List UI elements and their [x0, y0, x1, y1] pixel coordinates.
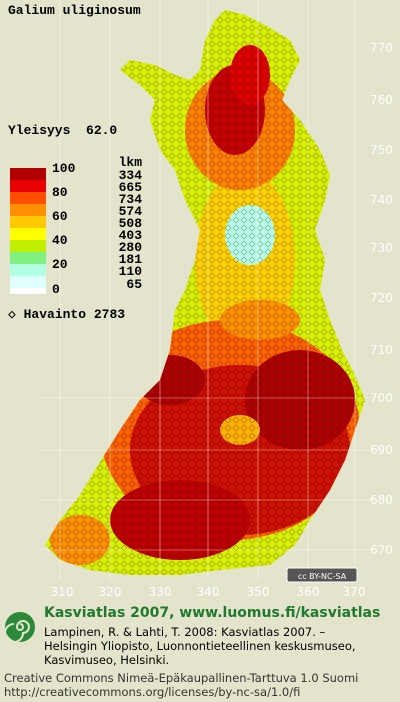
x-tick-label: 350 [247, 585, 270, 599]
x-tick-label: 310 [51, 585, 74, 599]
y-tick-label: 750 [370, 143, 393, 157]
y-tick-label: 710 [370, 343, 393, 357]
scale-label: 40 [52, 233, 68, 248]
count: 280 [119, 240, 143, 255]
scale-label: 100 [52, 161, 76, 176]
x-tick-label: 320 [99, 585, 122, 599]
legend-counts: lkm 334 665 734 574 508 403 280 181 110 … [119, 155, 143, 292]
count: 334 [119, 168, 143, 183]
count: 508 [119, 216, 143, 231]
y-tick-label: 700 [370, 391, 393, 405]
legend-scale: 100 80 60 40 20 0 [52, 161, 76, 297]
x-ticks: 310 320 330 340 350 360 370 [51, 585, 366, 599]
count: 110 [119, 264, 143, 279]
y-tick-label: 680 [370, 493, 393, 507]
grid [40, 0, 370, 580]
y-tick-label: 670 [370, 543, 393, 557]
footer-headline: Kasviatlas 2007, www.luomus.fi/kasviatla… [44, 605, 380, 621]
y-tick-label: 730 [370, 241, 393, 255]
license-line: Creative Commons Nimeä-Epäkaupallinen-Ta… [4, 671, 358, 685]
logo [4, 612, 35, 643]
y-tick-label: 760 [370, 93, 393, 107]
species-title: Galium uliginosum [8, 3, 141, 18]
license-badge-text: cc BY-NC-SA [298, 572, 347, 581]
count: 181 [119, 252, 143, 267]
y-tick-label: 720 [370, 291, 393, 305]
observations: ◇ Havainto 2783 [8, 307, 125, 322]
citation-line: Helsingin Yliopisto, Luonnontieteellinen… [44, 639, 356, 653]
license-line: http://creativecommons.org/licenses/by-n… [4, 685, 300, 699]
count: 574 [119, 204, 143, 219]
frequency: Yleisyys 62.0 [8, 123, 117, 138]
x-tick-label: 360 [297, 585, 320, 599]
count: 734 [119, 192, 143, 207]
scale-label: 60 [52, 209, 68, 224]
count: 665 [119, 180, 143, 195]
scale-label: 0 [52, 282, 60, 297]
x-tick-label: 330 [149, 585, 172, 599]
y-tick-label: 740 [370, 193, 393, 207]
x-tick-label: 370 [343, 585, 366, 599]
license-badge [286, 567, 358, 583]
citation-line: Lampinen, R. & Lahti, T. 2008: Kasviatla… [44, 625, 326, 639]
scale-label: 20 [52, 257, 68, 272]
count: 65 [126, 277, 142, 292]
y-tick-label: 690 [370, 443, 393, 457]
citation-line: Kasvimuseo, Helsinki. [44, 653, 169, 667]
legend-colors [10, 168, 46, 294]
x-tick-label: 340 [197, 585, 220, 599]
scale-label: 80 [52, 185, 68, 200]
y-ticks: 770 760 750 740 730 720 710 700 690 680 … [370, 41, 393, 557]
y-tick-label: 770 [370, 41, 393, 55]
count: 403 [119, 228, 143, 243]
count-header: lkm [119, 155, 143, 170]
